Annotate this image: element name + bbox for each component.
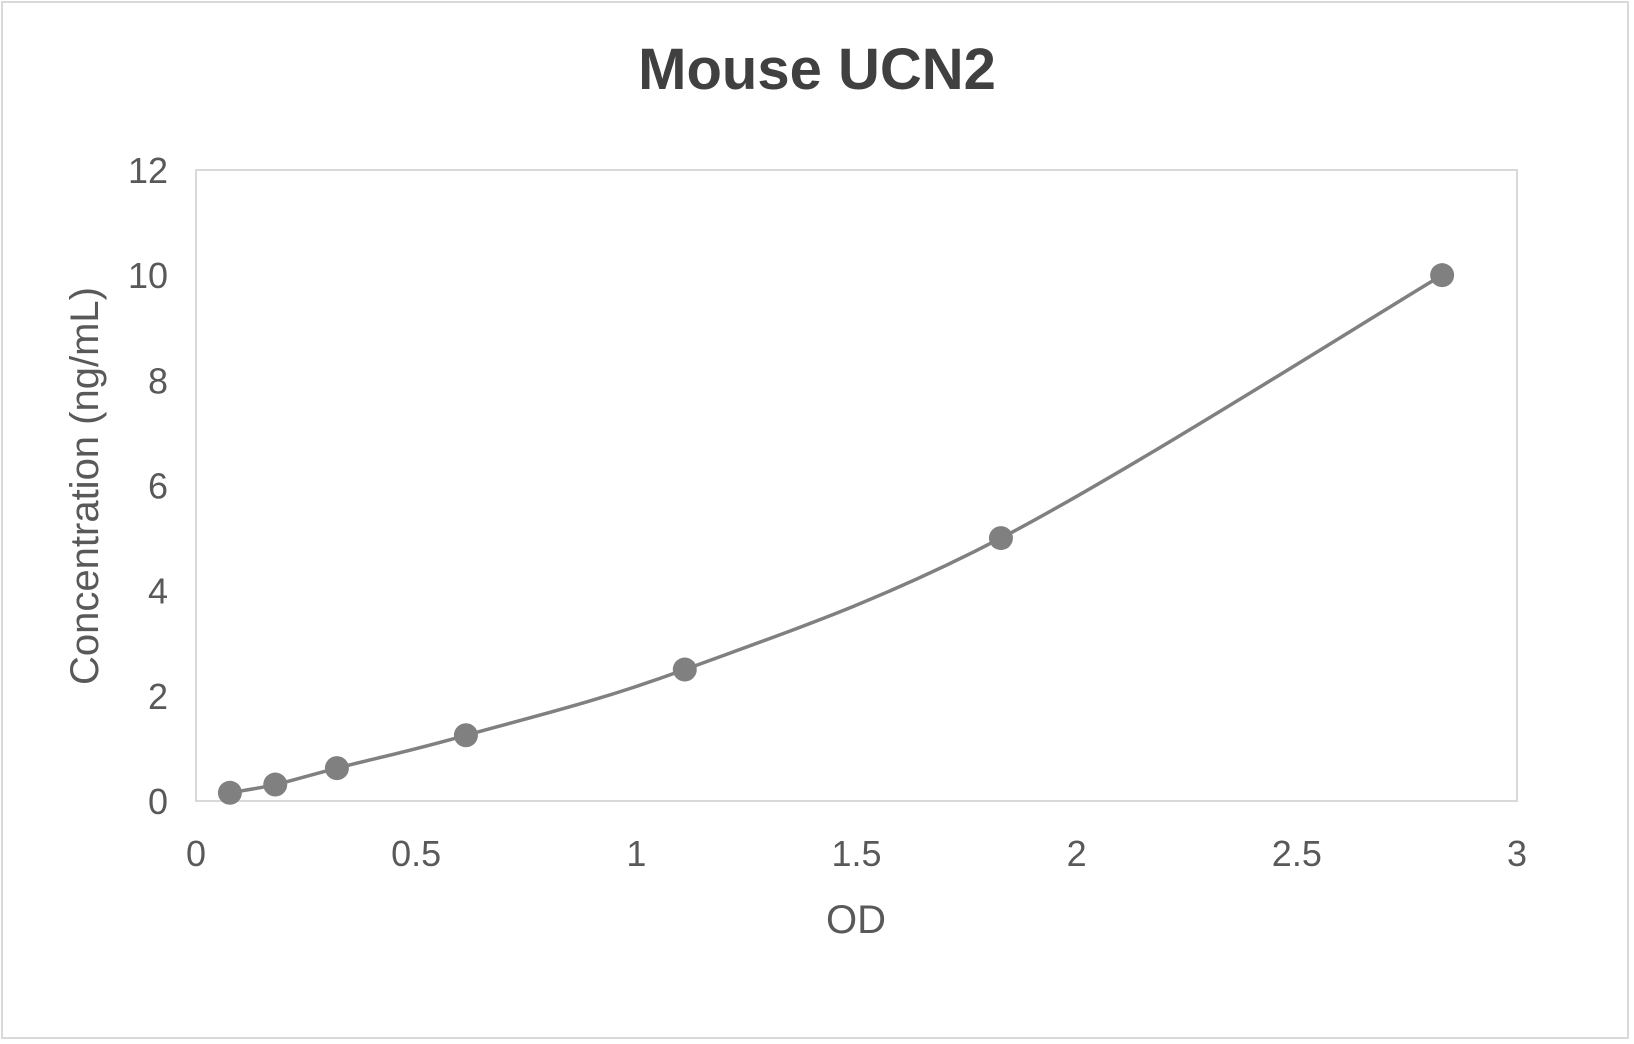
y-tick-label: 8	[148, 360, 168, 401]
y-tick-label: 10	[128, 255, 168, 296]
y-tick-label: 0	[148, 781, 168, 822]
series-markers	[217, 263, 1455, 805]
plot-area	[195, 169, 1518, 802]
x-axis-ticks: 0 0.5 1 1.5 2 2.5 3	[186, 833, 1527, 874]
x-tick-label: 0.5	[391, 833, 441, 874]
data-point-marker	[1430, 263, 1455, 288]
data-point-marker	[988, 526, 1013, 551]
x-tick-label: 2.5	[1272, 833, 1322, 874]
x-tick-label: 1.5	[831, 833, 881, 874]
y-tick-label: 12	[128, 150, 168, 191]
y-axis-ticks: 0 2 4 6 8 10 12	[128, 150, 168, 822]
data-point-marker	[217, 780, 242, 805]
x-tick-label: 2	[1067, 833, 1087, 874]
x-tick-label: 0	[186, 833, 206, 874]
series-line	[229, 273, 1444, 795]
y-tick-label: 2	[148, 676, 168, 717]
x-tick-label: 3	[1507, 833, 1527, 874]
data-point-marker	[672, 657, 697, 682]
y-tick-label: 4	[148, 571, 168, 612]
data-point-marker	[324, 756, 349, 781]
y-tick-label: 6	[148, 466, 168, 507]
data-point-marker	[453, 723, 478, 748]
chart-title: Mouse UCN2	[638, 37, 996, 102]
y-axis-label: Concentration (ng/mL)	[63, 287, 107, 685]
data-point-marker	[263, 772, 288, 797]
x-axis-label: OD	[826, 898, 886, 942]
x-tick-label: 1	[626, 833, 646, 874]
